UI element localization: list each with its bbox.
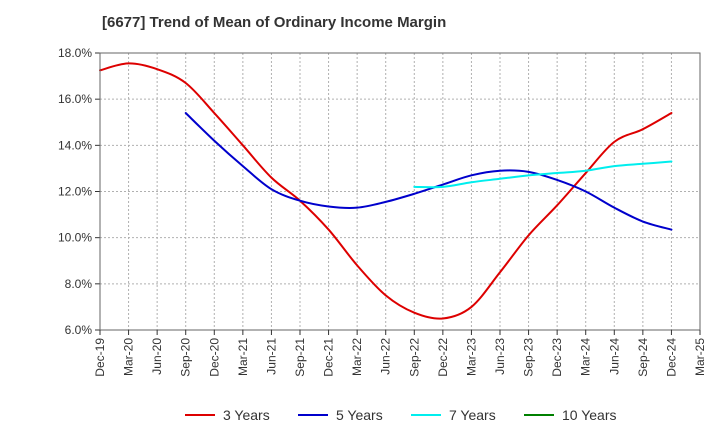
legend-label-5-years: 5 Years <box>336 407 383 423</box>
series-line-3-years <box>99 62 673 320</box>
legend-label-7-years: 7 Years <box>449 407 496 423</box>
x-tick-label: Sep-24 <box>636 338 650 377</box>
plot-frame <box>99 52 701 331</box>
y-tick-label: 8.0% <box>65 277 93 291</box>
y-tick-label: 6.0% <box>65 323 93 337</box>
series-line-7-years <box>413 160 673 189</box>
series-line-5-years <box>184 112 673 231</box>
x-tick-label: Mar-25 <box>693 338 707 376</box>
x-tick-label: Dec-20 <box>207 338 221 377</box>
series-layer <box>99 62 673 320</box>
y-tick-label: 10.0% <box>58 231 92 245</box>
x-tick-label: Dec-24 <box>664 338 678 377</box>
x-tick-label: Sep-22 <box>407 338 421 377</box>
x-tick-label: Jun-23 <box>493 338 507 375</box>
legend-label-10-years: 10 Years <box>562 407 617 423</box>
x-tick-label: Jun-22 <box>379 338 393 375</box>
x-tick-label: Jun-20 <box>150 338 164 375</box>
y-tick-label: 14.0% <box>58 138 92 152</box>
axis-layer: 6.0% 8.0% 10.0% 12.0% 14.0% 16.0% 18.0% Dec-19 M… <box>58 46 707 377</box>
y-tick-label: 18.0% <box>58 46 92 60</box>
x-tick-label: Sep-23 <box>522 338 536 377</box>
x-tick-label: Dec-19 <box>93 338 107 377</box>
legend: 3 Years 5 Years 7 Years 10 Years <box>185 407 617 423</box>
x-tick-label: Dec-23 <box>550 338 564 377</box>
x-tick-label: Mar-24 <box>579 338 593 376</box>
x-tick-label: Sep-20 <box>179 338 193 377</box>
x-tick-label: Mar-21 <box>236 338 250 376</box>
x-tick-label: Mar-23 <box>464 338 478 376</box>
chart-title: [6677] Trend of Mean of Ordinary Income … <box>102 14 447 31</box>
x-tick-label: Dec-22 <box>436 338 450 377</box>
x-tick-label: Sep-21 <box>293 338 307 377</box>
x-tick-label: Mar-22 <box>350 338 364 376</box>
y-tick-label: 16.0% <box>58 92 92 106</box>
x-tick-label: Mar-20 <box>122 338 136 376</box>
x-tick-label: Jun-24 <box>607 338 621 375</box>
x-tick-label: Dec-21 <box>322 338 336 377</box>
grid-layer <box>100 53 700 330</box>
x-tick-label: Jun-21 <box>264 338 278 375</box>
y-tick-label: 12.0% <box>58 185 92 199</box>
legend-label-3-years: 3 Years <box>223 407 270 423</box>
